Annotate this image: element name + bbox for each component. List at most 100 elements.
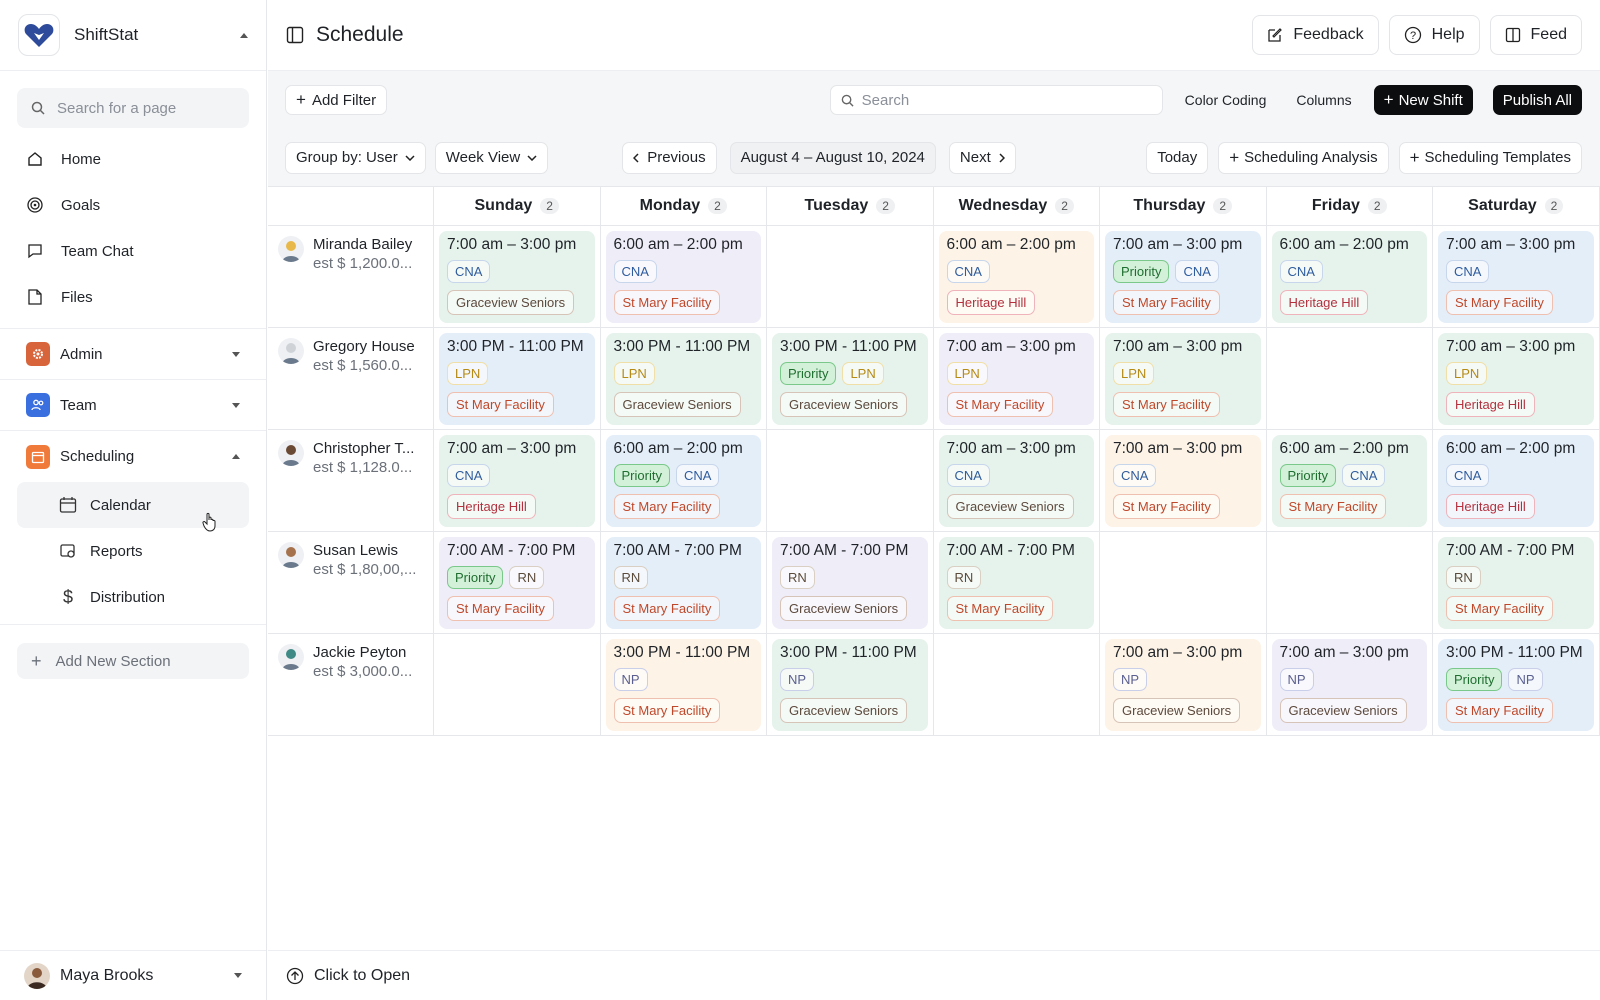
facility-tag: St Mary Facility: [447, 392, 554, 417]
add-new-section-button[interactable]: + Add New Section: [17, 643, 249, 679]
shift-card[interactable]: 6:00 am – 2:00 pm Priority CNA St Mary F…: [605, 435, 761, 527]
sub-item-reports[interactable]: Reports: [0, 528, 266, 574]
empty-day-cell[interactable]: [1267, 328, 1433, 429]
facility-tag: Heritage Hill: [946, 290, 1036, 315]
shift-card[interactable]: 7:00 AM - 7:00 PM RN Graceview Seniors: [772, 537, 928, 629]
plus-icon: +: [31, 650, 42, 671]
shift-card[interactable]: 7:00 am – 3:00 pm CNA Heritage Hill: [439, 435, 595, 527]
date-range-label: August 4 – August 10, 2024: [740, 149, 925, 166]
sidebar-toggle-icon[interactable]: [286, 26, 304, 44]
shift-card[interactable]: 6:00 am – 2:00 pm CNA St Mary Facility: [605, 231, 761, 323]
shift-card[interactable]: 3:00 PM - 11:00 PM NP St Mary Facility: [605, 639, 761, 731]
nav-team-chat[interactable]: Team Chat: [0, 228, 266, 274]
empty-day-cell[interactable]: [1267, 532, 1433, 633]
shift-time: 3:00 PM - 11:00 PM: [780, 338, 917, 355]
plus-icon: +: [1383, 90, 1394, 109]
shift-card[interactable]: 7:00 am – 3:00 pm NP Graceview Seniors: [1271, 639, 1427, 731]
role-tag: RN: [780, 566, 815, 589]
person-cell[interactable]: Christopher T... est $ 1,128.0...: [268, 430, 434, 531]
workspace-switcher[interactable]: ShiftStat: [0, 0, 266, 71]
bottom-panel-toggle[interactable]: Click to Open: [268, 950, 1600, 1000]
avatar: [278, 644, 304, 670]
shift-card[interactable]: 7:00 am – 3:00 pm Priority CNA St Mary F…: [1105, 231, 1261, 323]
shift-card[interactable]: 3:00 PM - 11:00 PM LPN Graceview Seniors: [605, 333, 761, 425]
person-cell[interactable]: Susan Lewis est $ 1,80,00,...: [268, 532, 434, 633]
shift-card[interactable]: 7:00 am – 3:00 pm CNA St Mary Facility: [1105, 435, 1261, 527]
role-tag: CNA: [1446, 260, 1490, 283]
nav-home-label: Home: [61, 150, 102, 168]
shift-card[interactable]: 6:00 am – 2:00 pm Priority CNA St Mary F…: [1271, 435, 1427, 527]
next-week-button[interactable]: Next: [948, 141, 1016, 174]
color-coding-button[interactable]: Color Coding: [1184, 92, 1267, 108]
facility-tag: St Mary Facility: [1113, 290, 1220, 315]
empty-day-cell[interactable]: [1100, 532, 1267, 633]
day-cell: 7:00 am – 3:00 pm CNA Heritage Hill: [434, 430, 601, 531]
schedule-search-input[interactable]: Search: [829, 85, 1163, 115]
add-filter-button[interactable]: + Add Filter: [285, 85, 388, 115]
role-tag: LPN: [946, 362, 988, 385]
group-by-select[interactable]: Group by: User: [285, 141, 426, 174]
view-select[interactable]: Week View: [434, 141, 549, 174]
scheduling-templates-button[interactable]: + Scheduling Templates: [1398, 141, 1582, 174]
empty-day-cell[interactable]: [434, 634, 601, 735]
person-cell[interactable]: Gregory House est $ 1,560.0...: [268, 328, 434, 429]
divider: [0, 624, 266, 625]
role-tag: CNA: [1175, 260, 1219, 283]
today-button[interactable]: Today: [1146, 141, 1209, 174]
section-scheduling[interactable]: Scheduling: [0, 431, 266, 482]
previous-week-button[interactable]: Previous: [622, 141, 717, 174]
shift-card[interactable]: 6:00 am – 2:00 pm CNA Heritage Hill: [1438, 435, 1594, 527]
role-tag: LPN: [1113, 362, 1155, 385]
shift-time: 7:00 am – 3:00 pm: [1279, 644, 1409, 661]
shift-card[interactable]: 3:00 PM - 11:00 PM LPN St Mary Facility: [439, 333, 595, 425]
shift-card[interactable]: 7:00 AM - 7:00 PM RN St Mary Facility: [938, 537, 1094, 629]
shift-card[interactable]: 3:00 PM - 11:00 PM Priority NP St Mary F…: [1438, 639, 1594, 731]
shift-card[interactable]: 7:00 AM - 7:00 PM RN St Mary Facility: [1438, 537, 1594, 629]
day-cell: 7:00 am – 3:00 pm CNA St Mary Facility: [1100, 430, 1267, 531]
new-shift-button[interactable]: + New Shift: [1373, 85, 1473, 115]
nav-goals[interactable]: Goals: [0, 182, 266, 228]
users-icon: [26, 393, 50, 417]
date-range-picker[interactable]: August 4 – August 10, 2024: [729, 141, 936, 174]
person-cell[interactable]: Jackie Peyton est $ 3,000.0...: [268, 634, 434, 735]
empty-day-cell[interactable]: [767, 430, 934, 531]
shift-card[interactable]: 7:00 am – 3:00 pm LPN Heritage Hill: [1438, 333, 1594, 425]
section-team[interactable]: Team: [0, 380, 266, 431]
sub-item-calendar[interactable]: Calendar: [17, 482, 249, 528]
publish-all-button[interactable]: Publish All: [1492, 85, 1582, 115]
empty-day-cell[interactable]: [934, 634, 1100, 735]
shift-card[interactable]: 7:00 am – 3:00 pm CNA Graceview Seniors: [938, 435, 1094, 527]
shift-card[interactable]: 6:00 am – 2:00 pm CNA Heritage Hill: [938, 231, 1094, 323]
shift-card[interactable]: 7:00 am – 3:00 pm LPN St Mary Facility: [1105, 333, 1261, 425]
scheduling-analysis-button[interactable]: + Scheduling Analysis: [1218, 141, 1389, 174]
shift-card[interactable]: 7:00 am – 3:00 pm LPN St Mary Facility: [938, 333, 1094, 425]
shift-card[interactable]: 3:00 PM - 11:00 PM Priority LPN Gracevie…: [772, 333, 928, 425]
columns-button[interactable]: Columns: [1296, 92, 1352, 108]
shift-card[interactable]: 7:00 am – 3:00 pm NP Graceview Seniors: [1105, 639, 1261, 731]
shift-card[interactable]: 7:00 am – 3:00 pm CNA Graceview Seniors: [439, 231, 595, 323]
day-cell: 7:00 am – 3:00 pm CNA Graceview Seniors: [934, 430, 1100, 531]
help-button[interactable]: ? Help: [1388, 15, 1480, 55]
grid-header: Sunday 2 Monday 2 Tuesday 2 Wednesday 2 Thursday…: [268, 187, 1600, 226]
nav-files[interactable]: Files: [0, 274, 266, 320]
person-cell[interactable]: Miranda Bailey est $ 1,200.0...: [268, 226, 434, 327]
previous-label: Previous: [647, 149, 706, 166]
section-admin[interactable]: Admin: [0, 329, 266, 380]
shift-card[interactable]: 7:00 AM - 7:00 PM Priority RN St Mary Fa…: [439, 537, 595, 629]
empty-day-cell[interactable]: [767, 226, 934, 327]
day-header: Friday 2: [1267, 187, 1433, 225]
page-search-input[interactable]: Search for a page: [17, 88, 249, 128]
shift-card[interactable]: 3:00 PM - 11:00 PM NP Graceview Seniors: [772, 639, 928, 731]
shift-time: 3:00 PM - 11:00 PM: [447, 338, 584, 355]
nav-home[interactable]: Home: [0, 136, 266, 182]
day-header: Tuesday 2: [767, 187, 934, 225]
shift-card[interactable]: 6:00 am – 2:00 pm CNA Heritage Hill: [1271, 231, 1427, 323]
user-menu[interactable]: Maya Brooks: [0, 950, 266, 1000]
role-tag: LPN: [447, 362, 489, 385]
feed-button[interactable]: Feed: [1489, 15, 1582, 55]
feedback-button[interactable]: Feedback: [1252, 15, 1379, 55]
sub-item-distribution[interactable]: $ Distribution: [0, 574, 266, 620]
shift-card[interactable]: 7:00 am – 3:00 pm CNA St Mary Facility: [1438, 231, 1594, 323]
shift-card[interactable]: 7:00 AM - 7:00 PM RN St Mary Facility: [605, 537, 761, 629]
role-tag: CNA: [1113, 464, 1157, 487]
